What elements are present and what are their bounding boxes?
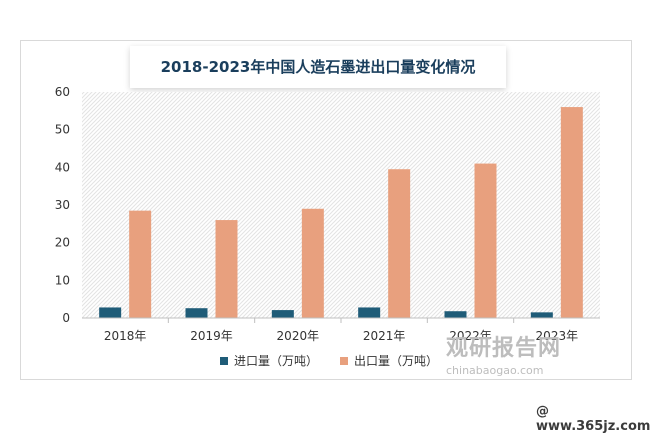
bar-import — [530, 312, 553, 318]
legend: 进口量（万吨） 出口量（万吨） — [0, 352, 658, 369]
y-tick-label: 40 — [55, 160, 70, 174]
bar-import — [185, 308, 208, 318]
bar-export — [560, 107, 583, 318]
x-tick-label: 2023年 — [536, 329, 579, 343]
x-tick-label: 2021年 — [363, 329, 406, 343]
y-tick-label: 20 — [55, 236, 70, 250]
watermark-site: @ www.365jz.com — [536, 404, 651, 434]
chart-title: 2018-2023年中国人造石墨进出口量变化情况 — [160, 58, 476, 76]
bar-import — [358, 307, 381, 318]
y-tick-label: 30 — [55, 198, 70, 212]
x-tick-label: 2018年 — [104, 329, 147, 343]
bar-import — [444, 311, 467, 318]
legend-label-import: 进口量（万吨） — [233, 354, 318, 368]
legend-item-import: 进口量（万吨） — [219, 352, 318, 369]
watermark-logo: 观研报告网 chinabaogao.com — [446, 330, 561, 377]
y-tick-label: 10 — [55, 273, 70, 287]
y-tick-label: 60 — [55, 85, 70, 99]
legend-swatch-export — [340, 356, 348, 365]
x-tick-label: 2022年 — [449, 329, 492, 343]
watermark-brand: 观研报告网 — [446, 336, 562, 361]
title-banner — [130, 46, 506, 88]
legend-item-export: 出口量（万吨） — [340, 352, 438, 369]
y-tick-label: 50 — [55, 123, 70, 137]
bar-import — [271, 310, 294, 318]
x-tick-label: 2020年 — [277, 329, 320, 343]
bar-export — [301, 208, 324, 318]
plot-background — [82, 92, 600, 318]
bar-import — [99, 307, 122, 318]
y-tick-label: 0 — [62, 311, 70, 325]
bars-group — [99, 107, 583, 318]
bar-export — [129, 210, 152, 318]
legend-label-export: 出口量（万吨） — [354, 354, 439, 368]
x-axis: 2018年 2019年 2020年 2021年 2022年 2023年 — [82, 317, 600, 343]
legend-swatch-import — [219, 356, 228, 365]
bar-export — [474, 163, 497, 318]
x-tick-label: 2019年 — [190, 329, 233, 343]
y-axis: 0 10 20 30 40 50 60 — [55, 85, 70, 325]
bar-export — [215, 220, 238, 318]
watermark-url: chinabaogao.com — [446, 364, 544, 377]
bar-export — [388, 169, 411, 318]
